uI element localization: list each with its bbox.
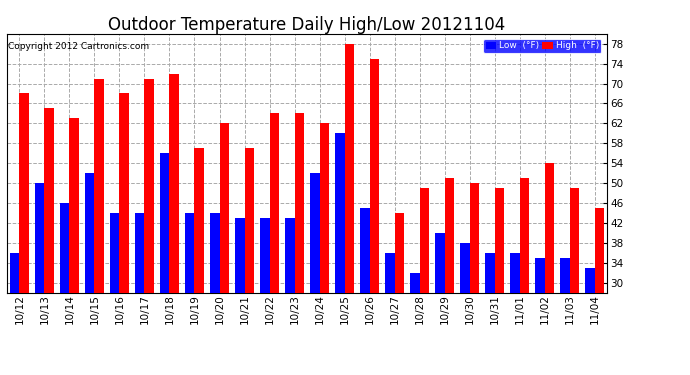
Bar <box>19 93 29 375</box>
Bar <box>70 118 79 375</box>
Bar <box>444 178 454 375</box>
Bar <box>185 213 195 375</box>
Bar <box>335 133 344 375</box>
Bar <box>360 208 370 375</box>
Bar <box>319 123 329 375</box>
Bar <box>510 253 520 375</box>
Bar <box>485 253 495 375</box>
Bar <box>110 213 119 375</box>
Bar <box>235 218 244 375</box>
Bar <box>435 233 444 375</box>
Bar <box>585 268 595 375</box>
Bar <box>520 178 529 375</box>
Bar <box>560 258 570 375</box>
Bar <box>595 208 604 375</box>
Legend: Low  (°F), High  (°F): Low (°F), High (°F) <box>483 39 602 53</box>
Bar <box>260 218 270 375</box>
Bar <box>119 93 129 375</box>
Bar <box>270 113 279 375</box>
Bar <box>470 183 479 375</box>
Bar <box>285 218 295 375</box>
Bar <box>35 183 44 375</box>
Bar <box>370 58 379 375</box>
Bar <box>144 78 154 375</box>
Bar <box>60 203 70 375</box>
Bar <box>495 188 504 375</box>
Bar <box>244 148 254 375</box>
Title: Outdoor Temperature Daily High/Low 20121104: Outdoor Temperature Daily High/Low 20121… <box>108 16 506 34</box>
Bar <box>95 78 104 375</box>
Bar <box>295 113 304 375</box>
Bar <box>420 188 429 375</box>
Bar <box>344 44 354 375</box>
Bar <box>170 74 179 375</box>
Bar <box>210 213 219 375</box>
Text: Copyright 2012 Cartronics.com: Copyright 2012 Cartronics.com <box>8 42 149 51</box>
Bar <box>535 258 544 375</box>
Bar <box>410 273 420 375</box>
Bar <box>544 163 554 375</box>
Bar <box>195 148 204 375</box>
Bar <box>85 173 95 375</box>
Bar <box>135 213 144 375</box>
Bar <box>570 188 579 375</box>
Bar <box>395 213 404 375</box>
Bar <box>160 153 170 375</box>
Bar <box>460 243 470 375</box>
Bar <box>310 173 319 375</box>
Bar <box>385 253 395 375</box>
Bar <box>219 123 229 375</box>
Bar <box>44 108 54 375</box>
Bar <box>10 253 19 375</box>
